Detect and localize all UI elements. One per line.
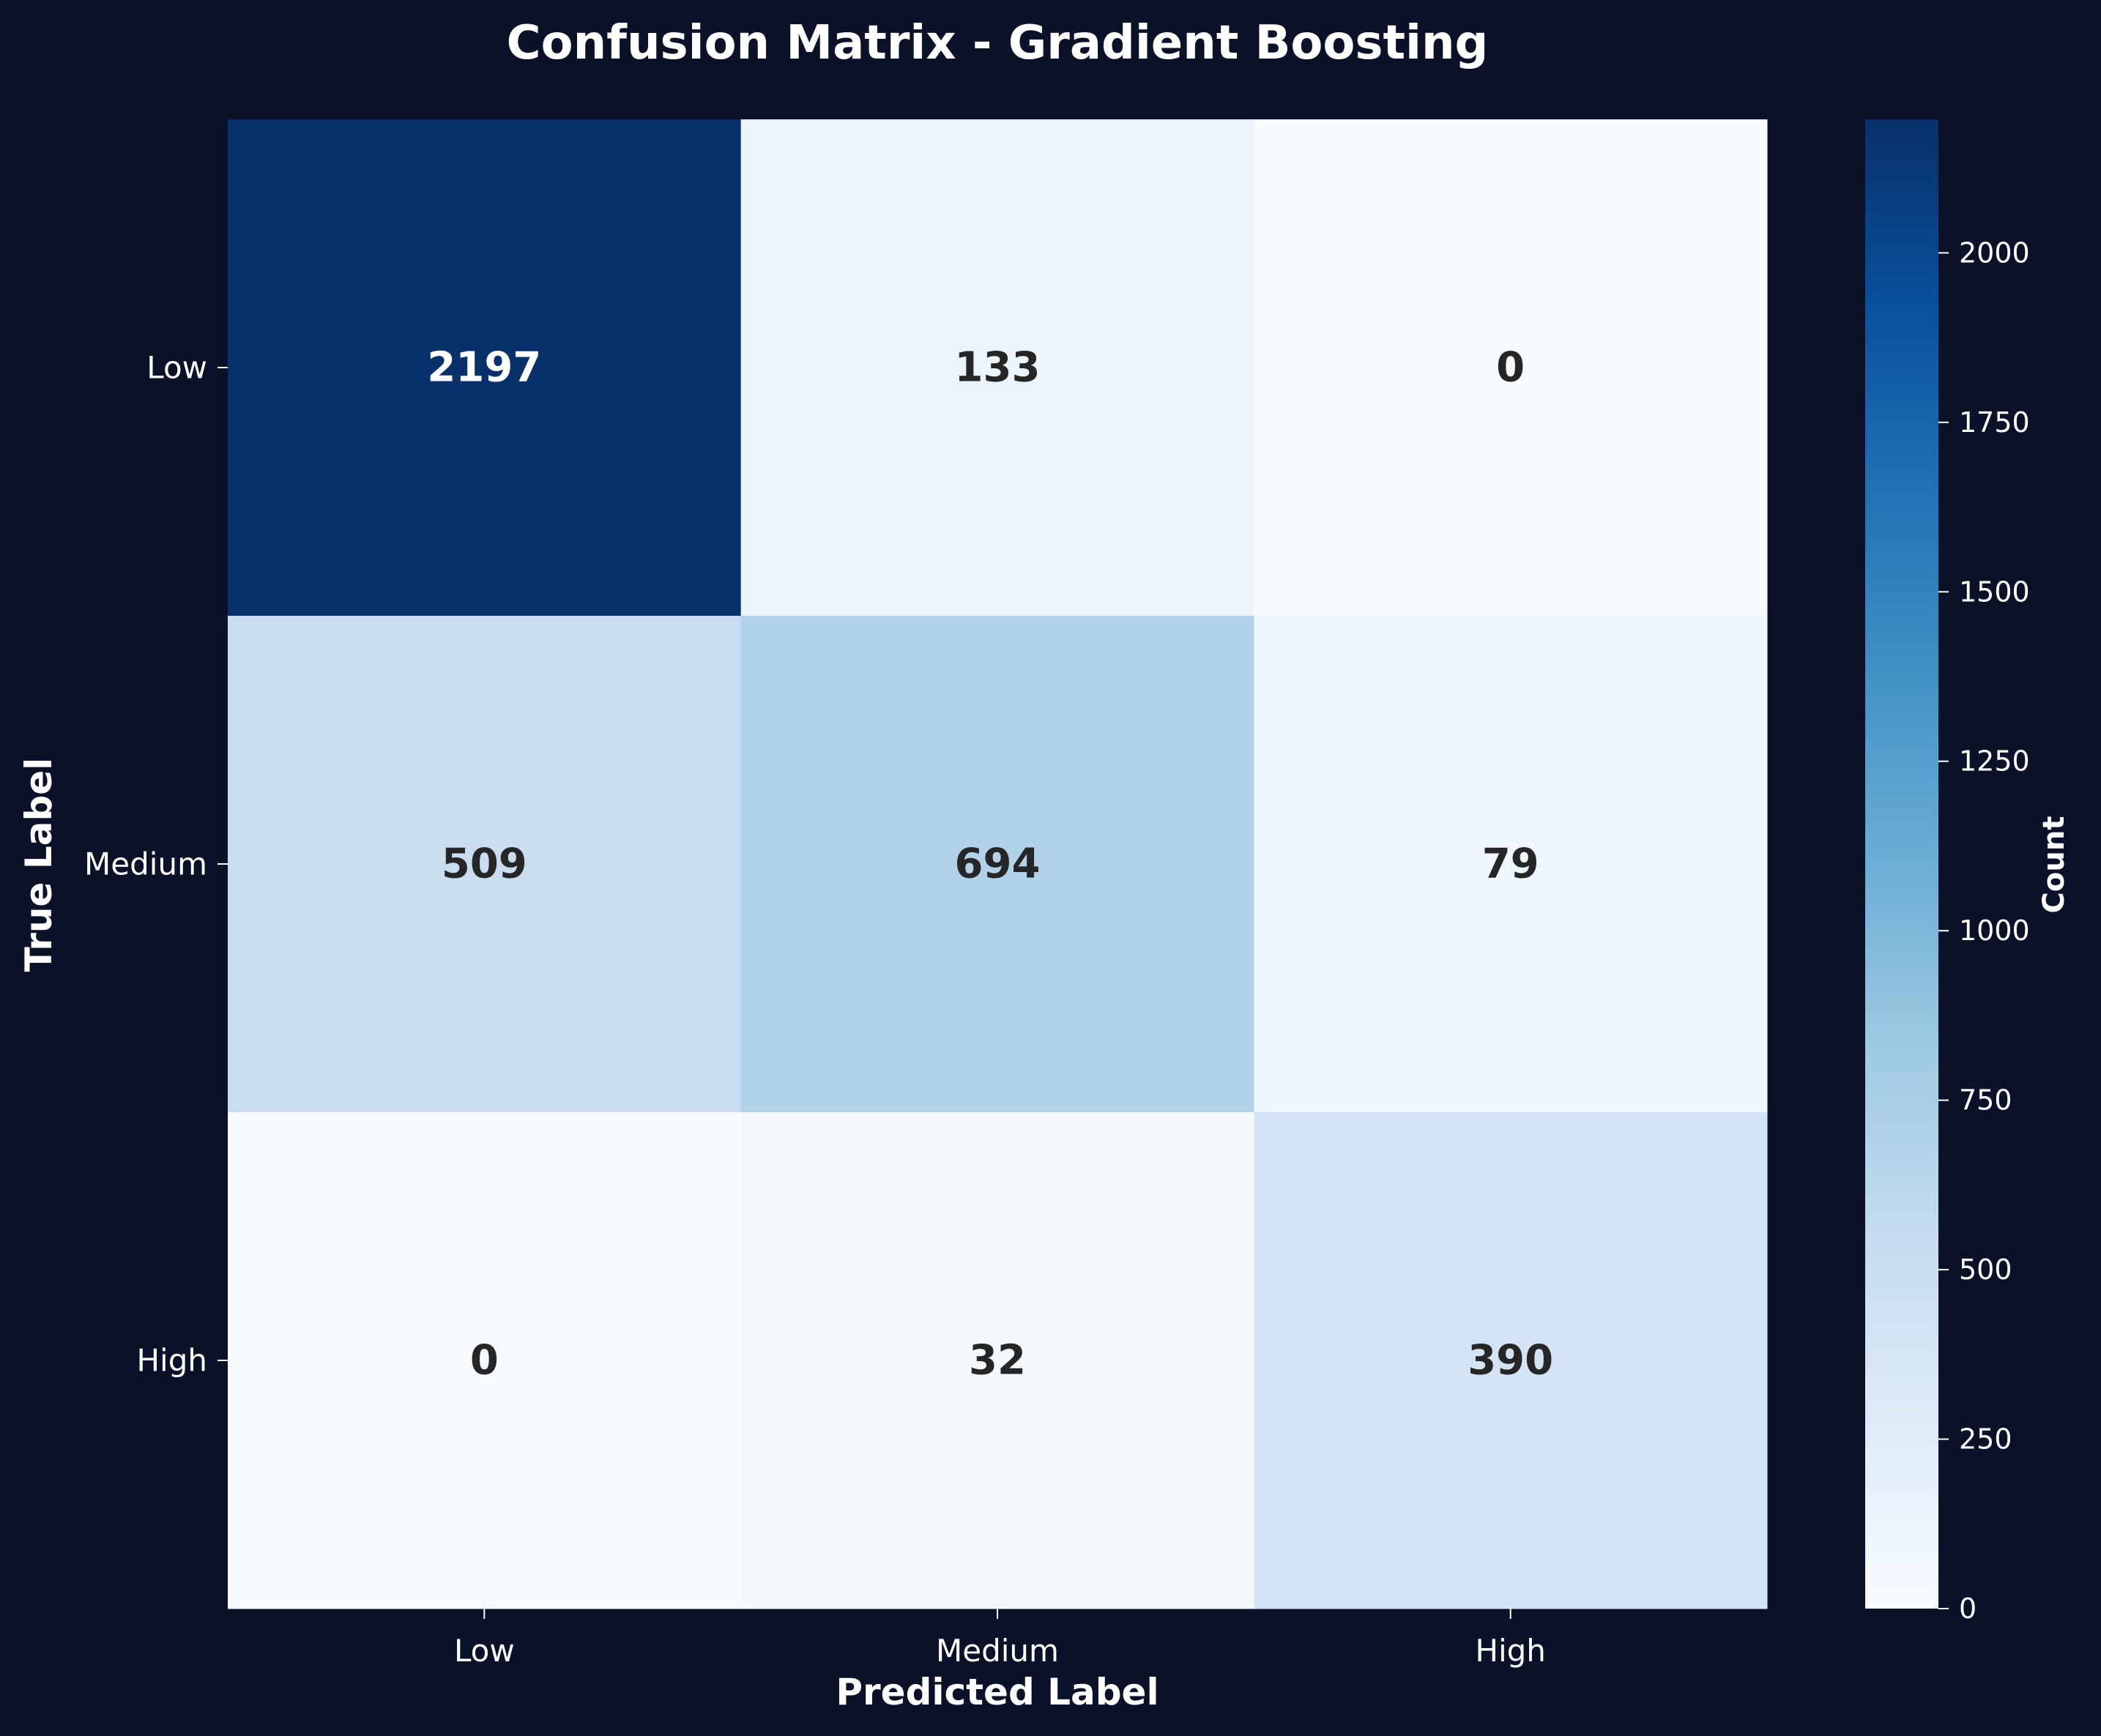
heatmap-cell — [740, 616, 1254, 1113]
y-tick-label: High — [136, 1343, 207, 1379]
cell-value-label: 0 — [470, 1337, 499, 1385]
x-tick-label: Low — [454, 1633, 515, 1669]
x-axis-label: Predicted Label — [836, 1671, 1159, 1713]
colorbar-tick-label: 1500 — [1959, 575, 2030, 608]
colorbar — [1865, 119, 1938, 1609]
heatmap-cell — [228, 119, 742, 616]
colorbar-tick-label: 0 — [1959, 1592, 1977, 1625]
y-tick-label: Low — [146, 350, 207, 386]
heatmap-cell — [228, 616, 742, 1113]
heatmap-cells: 2197 133 0 509 694 79 0 32 390 — [228, 119, 1768, 1609]
cell-value-label: 0 — [1496, 344, 1525, 392]
colorbar-tick-label: 250 — [1959, 1423, 2012, 1456]
colorbar-tick-label: 750 — [1959, 1084, 2012, 1117]
y-tick-label: Medium — [84, 846, 207, 882]
heatmap-cell — [228, 1112, 742, 1609]
colorbar-tick-label: 2000 — [1959, 236, 2030, 269]
heatmap-cell — [740, 119, 1254, 616]
cell-value-label: 79 — [1482, 841, 1539, 888]
colorbar-tick-label: 1250 — [1959, 745, 2030, 778]
chart-title: Confusion Matrix - Gradient Boosting — [507, 16, 1489, 70]
colorbar-tick-label: 1000 — [1959, 914, 2030, 947]
colorbar-label: Count — [2037, 816, 2071, 914]
cell-value-label: 390 — [1468, 1337, 1553, 1385]
y-axis-label: True Label — [18, 758, 60, 972]
cell-value-label: 133 — [955, 344, 1041, 392]
x-axis-ticks: Low Medium High — [454, 1609, 1546, 1669]
x-tick-label: High — [1475, 1633, 1546, 1669]
colorbar-ticks: 0 250 500 750 1000 1250 1500 1750 2000 — [1938, 236, 2030, 1625]
cell-value-label: 509 — [442, 841, 527, 888]
cell-value-label: 32 — [969, 1337, 1026, 1385]
heatmap-cell — [740, 1112, 1254, 1609]
y-axis-ticks: Low Medium High — [84, 350, 228, 1379]
cell-value-label: 2197 — [427, 344, 541, 392]
colorbar-tick-label: 1750 — [1959, 406, 2030, 439]
heatmap-cell — [1254, 1112, 1768, 1609]
heatmap-cell — [1254, 119, 1768, 616]
cell-value-label: 694 — [955, 841, 1041, 888]
colorbar-tick-label: 500 — [1959, 1253, 2012, 1286]
heatmap-cell — [1254, 616, 1768, 1113]
x-tick-label: Medium — [936, 1633, 1059, 1669]
